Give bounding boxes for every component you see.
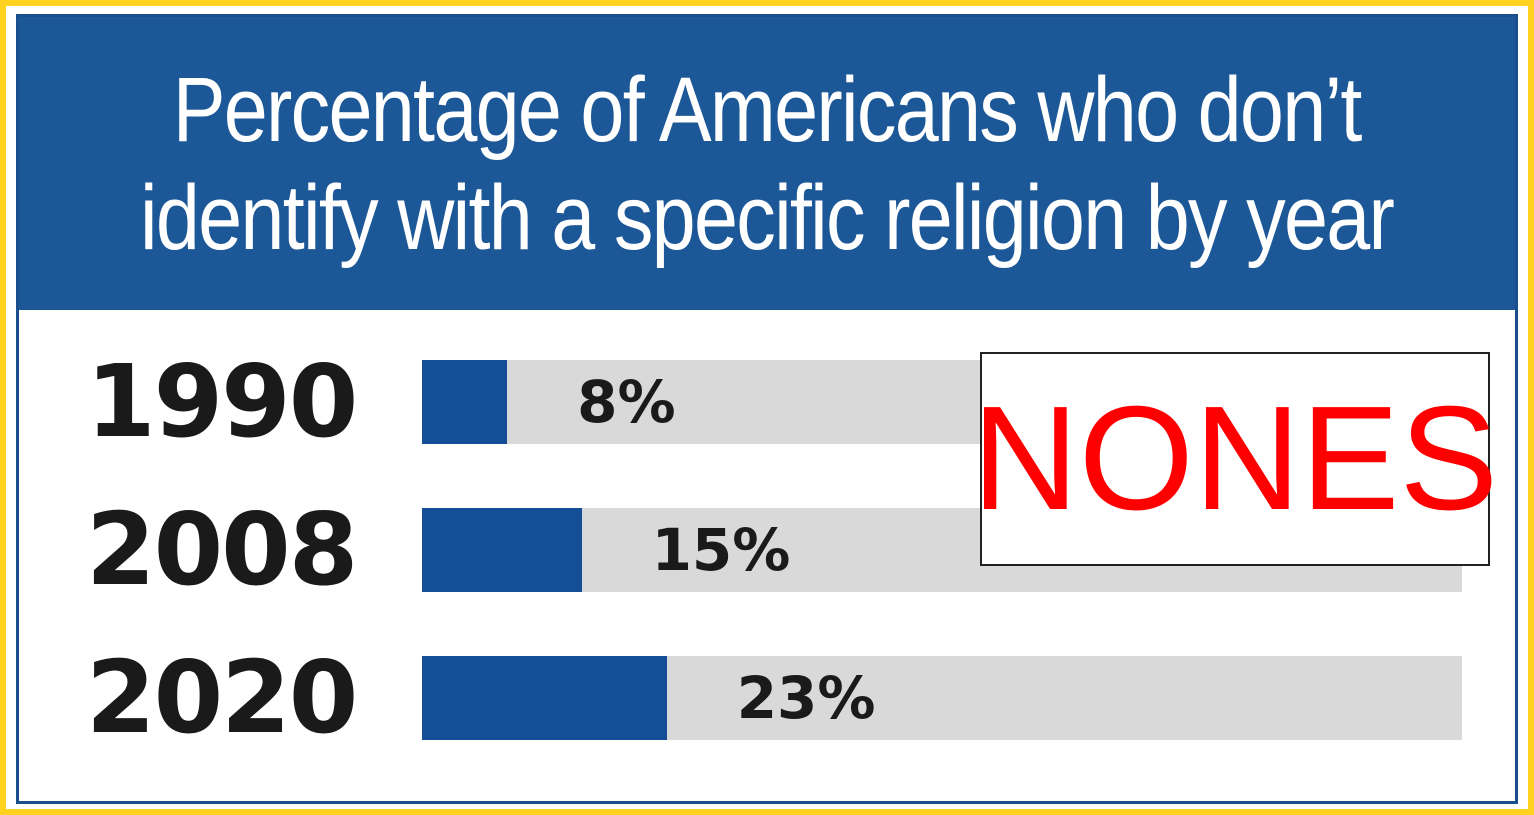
chart-header: Percentage of Americans who don’t identi… [19,17,1515,310]
bar-2020 [422,656,667,740]
chart-title-line-2: identify with a specific religion by yea… [140,166,1395,269]
bar-2008 [422,508,582,592]
year-label-2008: 2008 [86,491,358,608]
nones-label-box: NONES [972,352,1498,566]
year-label-2020: 2020 [86,639,358,756]
year-label-1990: 1990 [86,343,358,460]
bar-track-2020: 23% [422,656,1462,740]
bar-1990 [422,360,508,444]
chart-title-line-1: Percentage of Americans who don’t [173,58,1363,161]
nones-label: NONES [971,376,1499,541]
value-label-2020: 23% [736,664,876,732]
value-label-2008: 15% [651,516,791,584]
value-label-1990: 8% [577,368,676,436]
